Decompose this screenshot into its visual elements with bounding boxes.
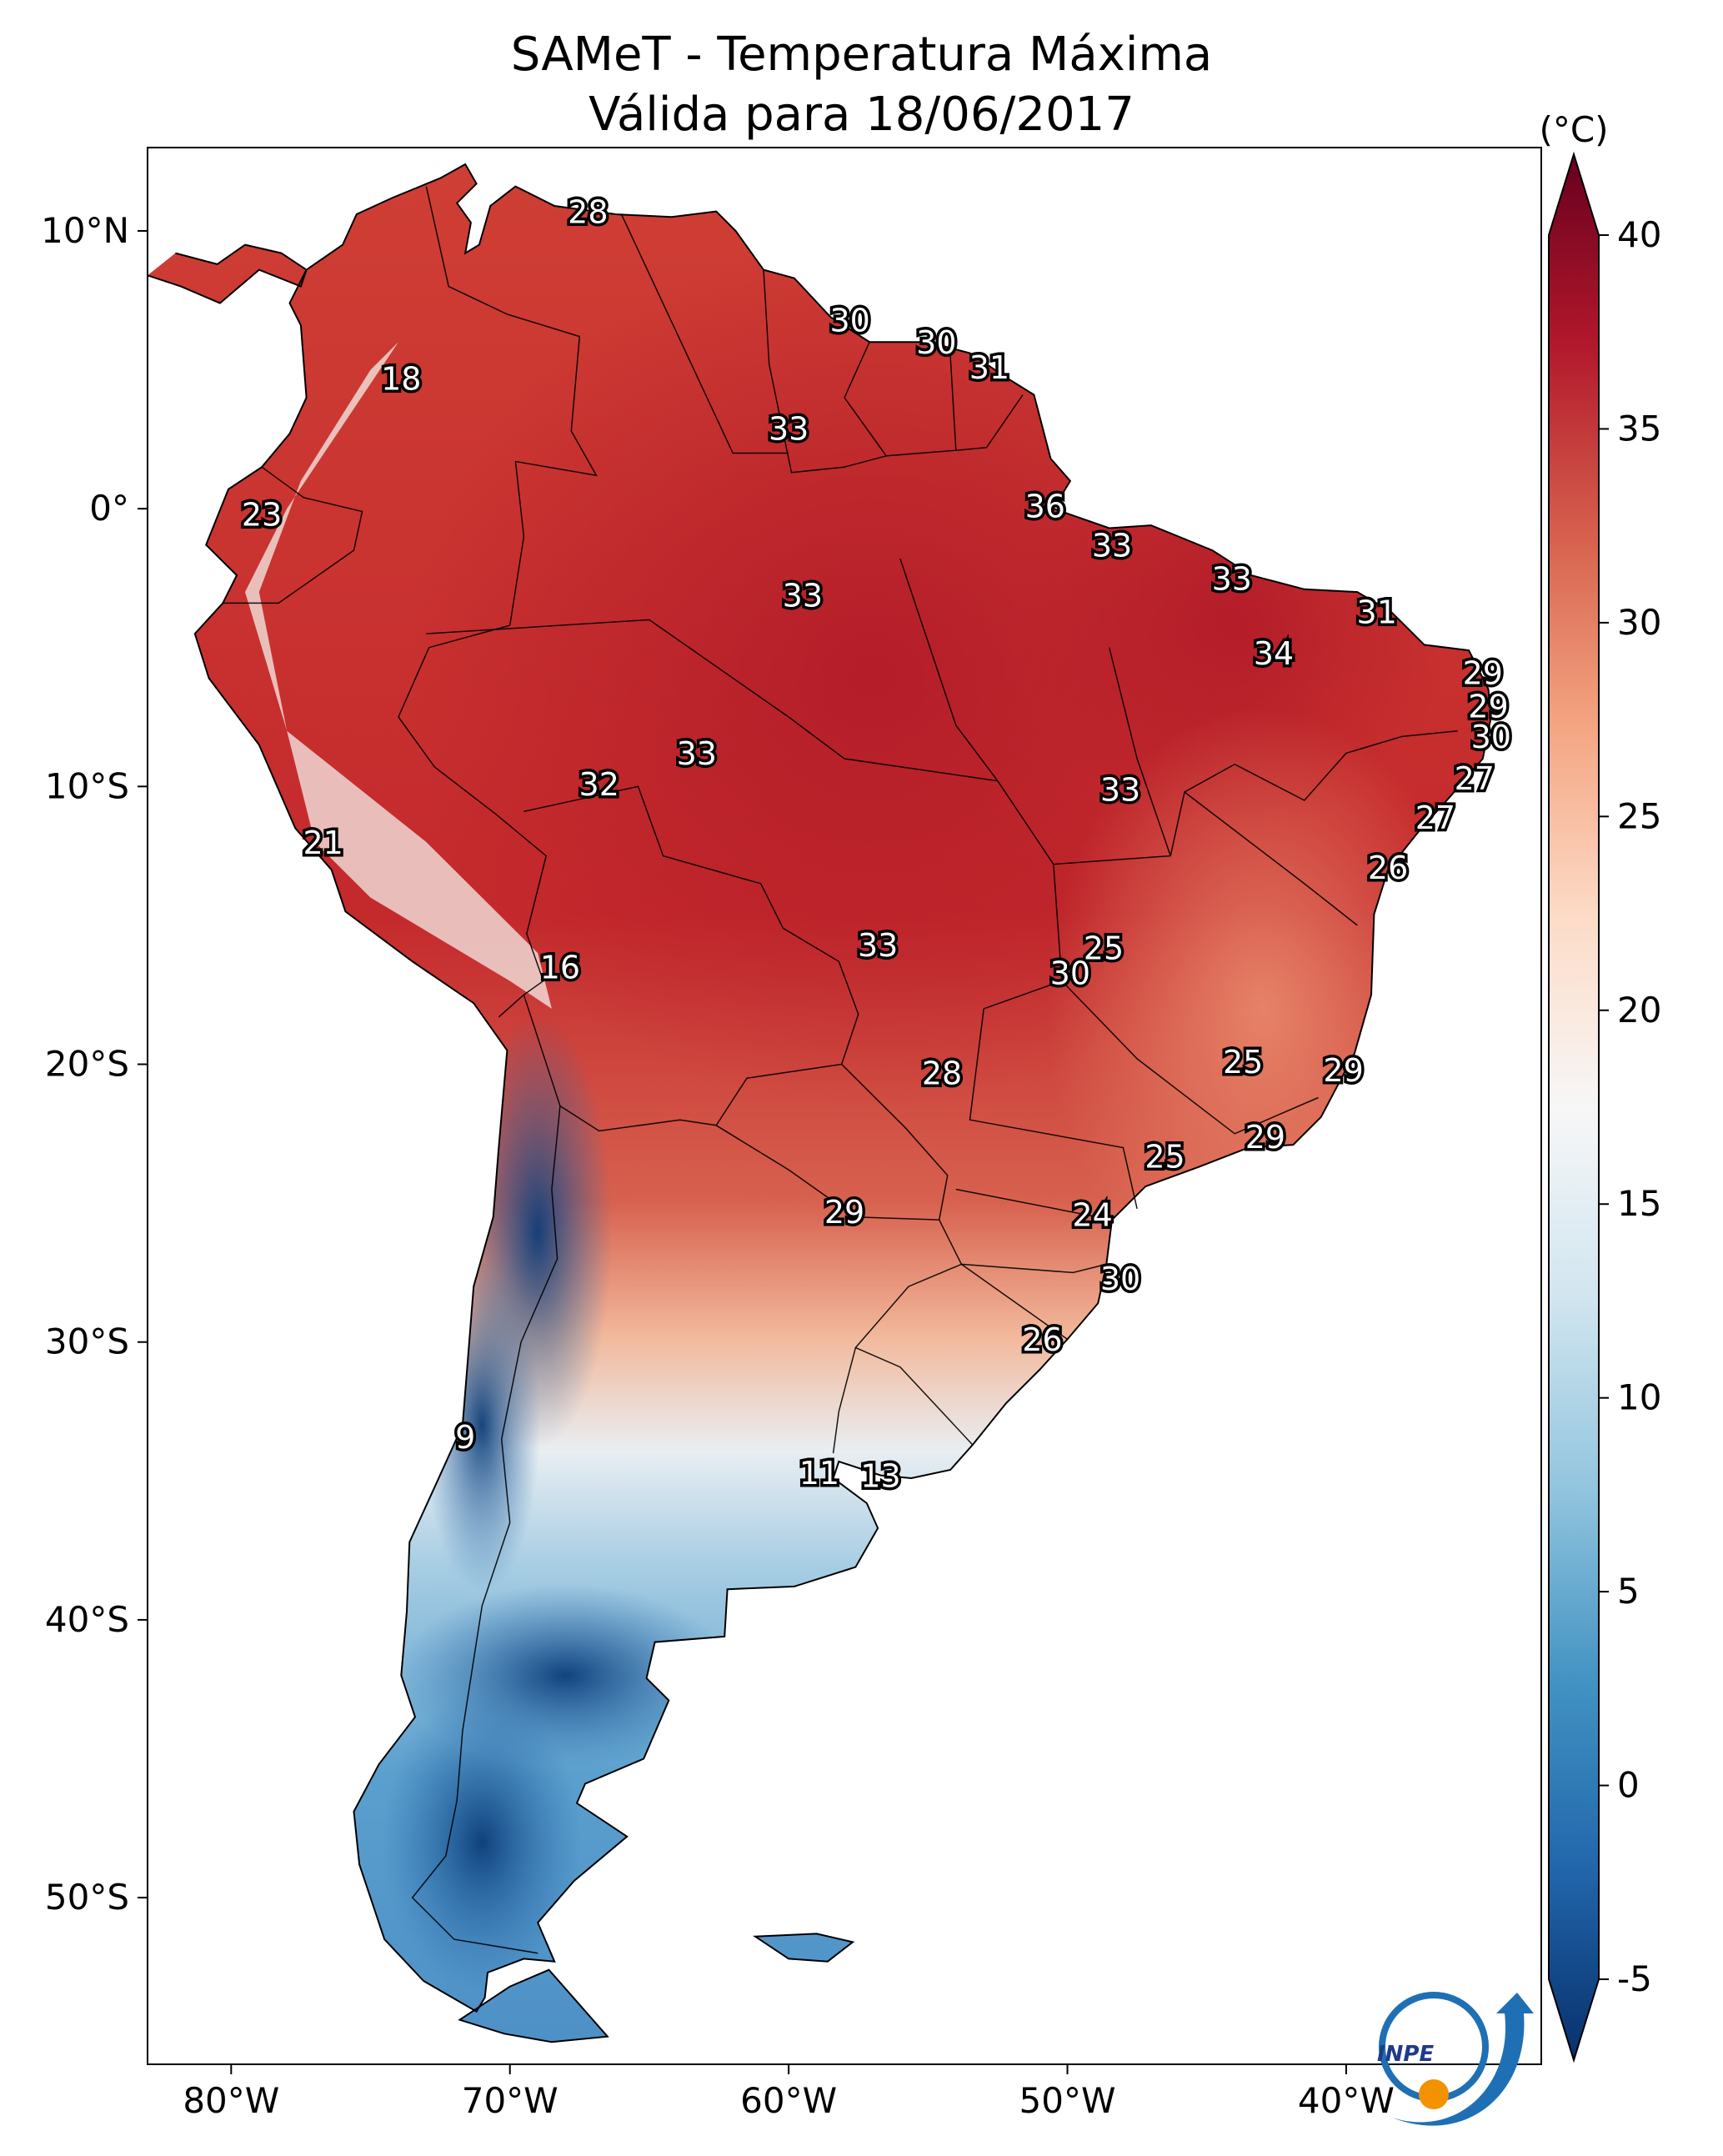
temperature-label: 32 xyxy=(579,766,619,803)
temperature-label: 33 xyxy=(858,927,898,964)
temperature-label: 30 xyxy=(1100,1261,1140,1297)
temperature-label: 26 xyxy=(1368,850,1408,886)
logo-text: INPE xyxy=(1377,2042,1434,2067)
temperature-label: 16 xyxy=(540,950,580,986)
lon-tick-label: 50°W xyxy=(1019,2080,1116,2121)
colorbar-tick-label: 10 xyxy=(1617,1377,1661,1418)
colorbar-unit: (°C) xyxy=(1539,109,1608,150)
lat-tick-label: 10°N xyxy=(41,210,129,251)
country-state-borders xyxy=(223,186,1458,1954)
lat-tick-label: 50°S xyxy=(45,1877,129,1918)
lat-tick-label: 30°S xyxy=(45,1321,129,1362)
temperature-label: 33 xyxy=(677,735,717,772)
logo-sun-dot xyxy=(1419,2079,1449,2109)
temperature-label: 18 xyxy=(381,360,421,397)
temperature-label: 31 xyxy=(1357,594,1397,630)
colorbar-tick-label: 35 xyxy=(1617,408,1661,449)
temperature-label: 33 xyxy=(1100,771,1140,808)
temperature-label: 13 xyxy=(860,1457,900,1494)
temperature-label: 9 xyxy=(455,1419,475,1456)
title-line-1: SAMeT - Temperatura Máxima xyxy=(510,28,1213,82)
lon-tick-label: 70°W xyxy=(462,2080,558,2121)
lat-tick-label: 40°S xyxy=(45,1599,129,1640)
temperature-label: 33 xyxy=(769,410,809,447)
lat-tick-label: 10°S xyxy=(45,765,129,806)
logo-swoosh xyxy=(1392,1993,1534,2126)
temperature-label: 30 xyxy=(1471,719,1511,755)
temperature-label: 11 xyxy=(799,1455,839,1492)
temperature-label: 29 xyxy=(1245,1119,1285,1156)
temperature-label: 34 xyxy=(1254,635,1294,672)
colorbar-tick-label: 15 xyxy=(1617,1183,1661,1224)
colorbar-tick-label: 40 xyxy=(1617,214,1661,255)
colorbar: (°C) -5 0 5 10 15 20 25 30 35 40 xyxy=(1539,109,1661,2063)
temperature-label: 30 xyxy=(830,302,870,338)
temperature-label: 29 xyxy=(1463,655,1503,692)
lon-tick-label: 80°W xyxy=(183,2080,279,2121)
temperature-label: 27 xyxy=(1415,800,1455,836)
temperature-label: 26 xyxy=(1022,1321,1062,1358)
temperature-label: 28 xyxy=(568,193,608,230)
temperature-label: 25 xyxy=(1084,930,1124,966)
colorbar-tick-label: 30 xyxy=(1617,602,1661,643)
colorbar-tick-label: 20 xyxy=(1617,990,1661,1030)
temperature-label: 33 xyxy=(783,577,823,614)
colorbar-tick-label: 0 xyxy=(1617,1765,1640,1806)
lon-tick-label: 40°W xyxy=(1298,2080,1395,2121)
colorbar-tick-label: -5 xyxy=(1617,1958,1652,1999)
latitude-axis: 10°N 0° 10°S 20°S 30°S 40°S 50°S xyxy=(41,210,148,1918)
temperature-label: 25 xyxy=(1144,1138,1185,1175)
lat-tick-label: 0° xyxy=(89,488,129,529)
title-line-2: Válida para 18/06/2017 xyxy=(589,88,1134,142)
temperature-label: 25 xyxy=(1223,1044,1263,1081)
lat-tick-label: 20°S xyxy=(45,1044,129,1085)
temperature-label: 36 xyxy=(1025,489,1065,525)
temperature-label: 29 xyxy=(1323,1052,1363,1089)
temperature-label: 29 xyxy=(824,1194,864,1231)
temperature-label: 31 xyxy=(969,349,1009,386)
lon-tick-label: 60°W xyxy=(740,2080,837,2121)
inpe-logo: INPE xyxy=(1377,1992,1534,2126)
temperature-label: 24 xyxy=(1072,1196,1112,1233)
temperature-label: 29 xyxy=(1468,689,1508,725)
temperature-label: 33 xyxy=(1212,560,1252,597)
colorbar-tick-label: 5 xyxy=(1617,1571,1640,1612)
temperature-label: 28 xyxy=(922,1055,962,1091)
temperature-label: 30 xyxy=(1050,955,1090,991)
longitude-axis: 80°W 70°W 60°W 50°W 40°W xyxy=(183,2064,1395,2121)
colorbar-ticks: -5 0 5 10 15 20 25 30 35 40 xyxy=(1599,214,1661,1999)
map-title: SAMeT - Temperatura Máxima Válida para 1… xyxy=(0,25,1723,145)
temperature-label: 23 xyxy=(242,497,282,534)
colorbar-body xyxy=(1548,151,1600,2063)
colorbar-tick-label: 25 xyxy=(1617,795,1661,836)
temperature-label: 30 xyxy=(916,324,956,361)
temperature-label: 33 xyxy=(1092,527,1132,564)
temperature-label: 27 xyxy=(1455,760,1495,797)
temperature-label: 21 xyxy=(303,825,343,861)
